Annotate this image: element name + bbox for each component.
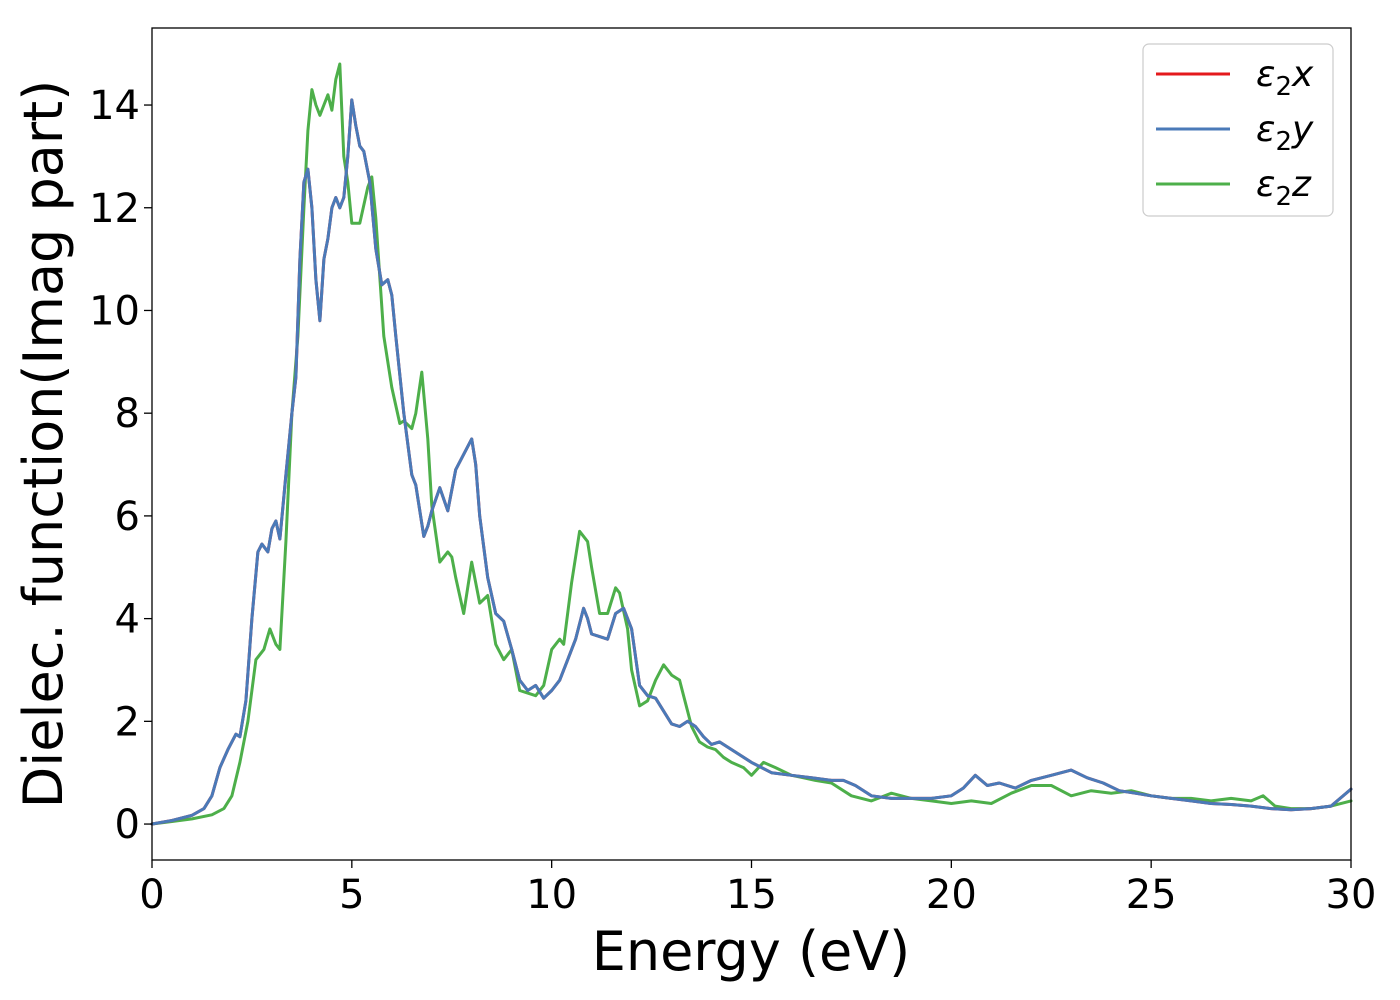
y-tick-label: 10 (89, 288, 140, 334)
y-axis-label: Dielec. function(Imag part) (12, 80, 75, 809)
x-tick-label: 0 (139, 872, 164, 918)
y-tick-label: 8 (115, 391, 140, 437)
y-axis-ticks: 0 2 4 6 8 10 12 14 (89, 83, 152, 848)
x-tick-label: 15 (726, 872, 777, 918)
legend-label-x: ε2x (1256, 54, 1314, 102)
x-axis-ticks: 0 5 10 15 20 25 30 (139, 860, 1376, 918)
y-tick-label: 0 (115, 802, 140, 848)
plot-series-group (150, 62, 1353, 826)
x-tick-label: 5 (339, 872, 364, 918)
legend-label-y: ε2y (1256, 109, 1314, 157)
x-tick-label: 10 (526, 872, 577, 918)
y-tick-label: 12 (89, 186, 140, 232)
x-axis-label: Energy (eV) (592, 920, 911, 983)
legend-box (1142, 43, 1334, 217)
legend: ε2x ε2y ε2z (1142, 43, 1334, 217)
series-line-y (150, 98, 1353, 826)
y-tick-label: 4 (115, 597, 140, 643)
legend-items: ε2x ε2y ε2z (1156, 54, 1314, 212)
x-tick-label: 20 (926, 872, 977, 918)
legend-label-z: ε2z (1256, 164, 1312, 212)
x-tick-label: 30 (1326, 872, 1377, 918)
y-tick-label: 14 (89, 83, 140, 129)
y-tick-label: 6 (115, 494, 140, 540)
series-line-z (150, 62, 1353, 826)
x-tick-label: 25 (1126, 872, 1177, 918)
y-tick-label: 2 (115, 699, 140, 745)
